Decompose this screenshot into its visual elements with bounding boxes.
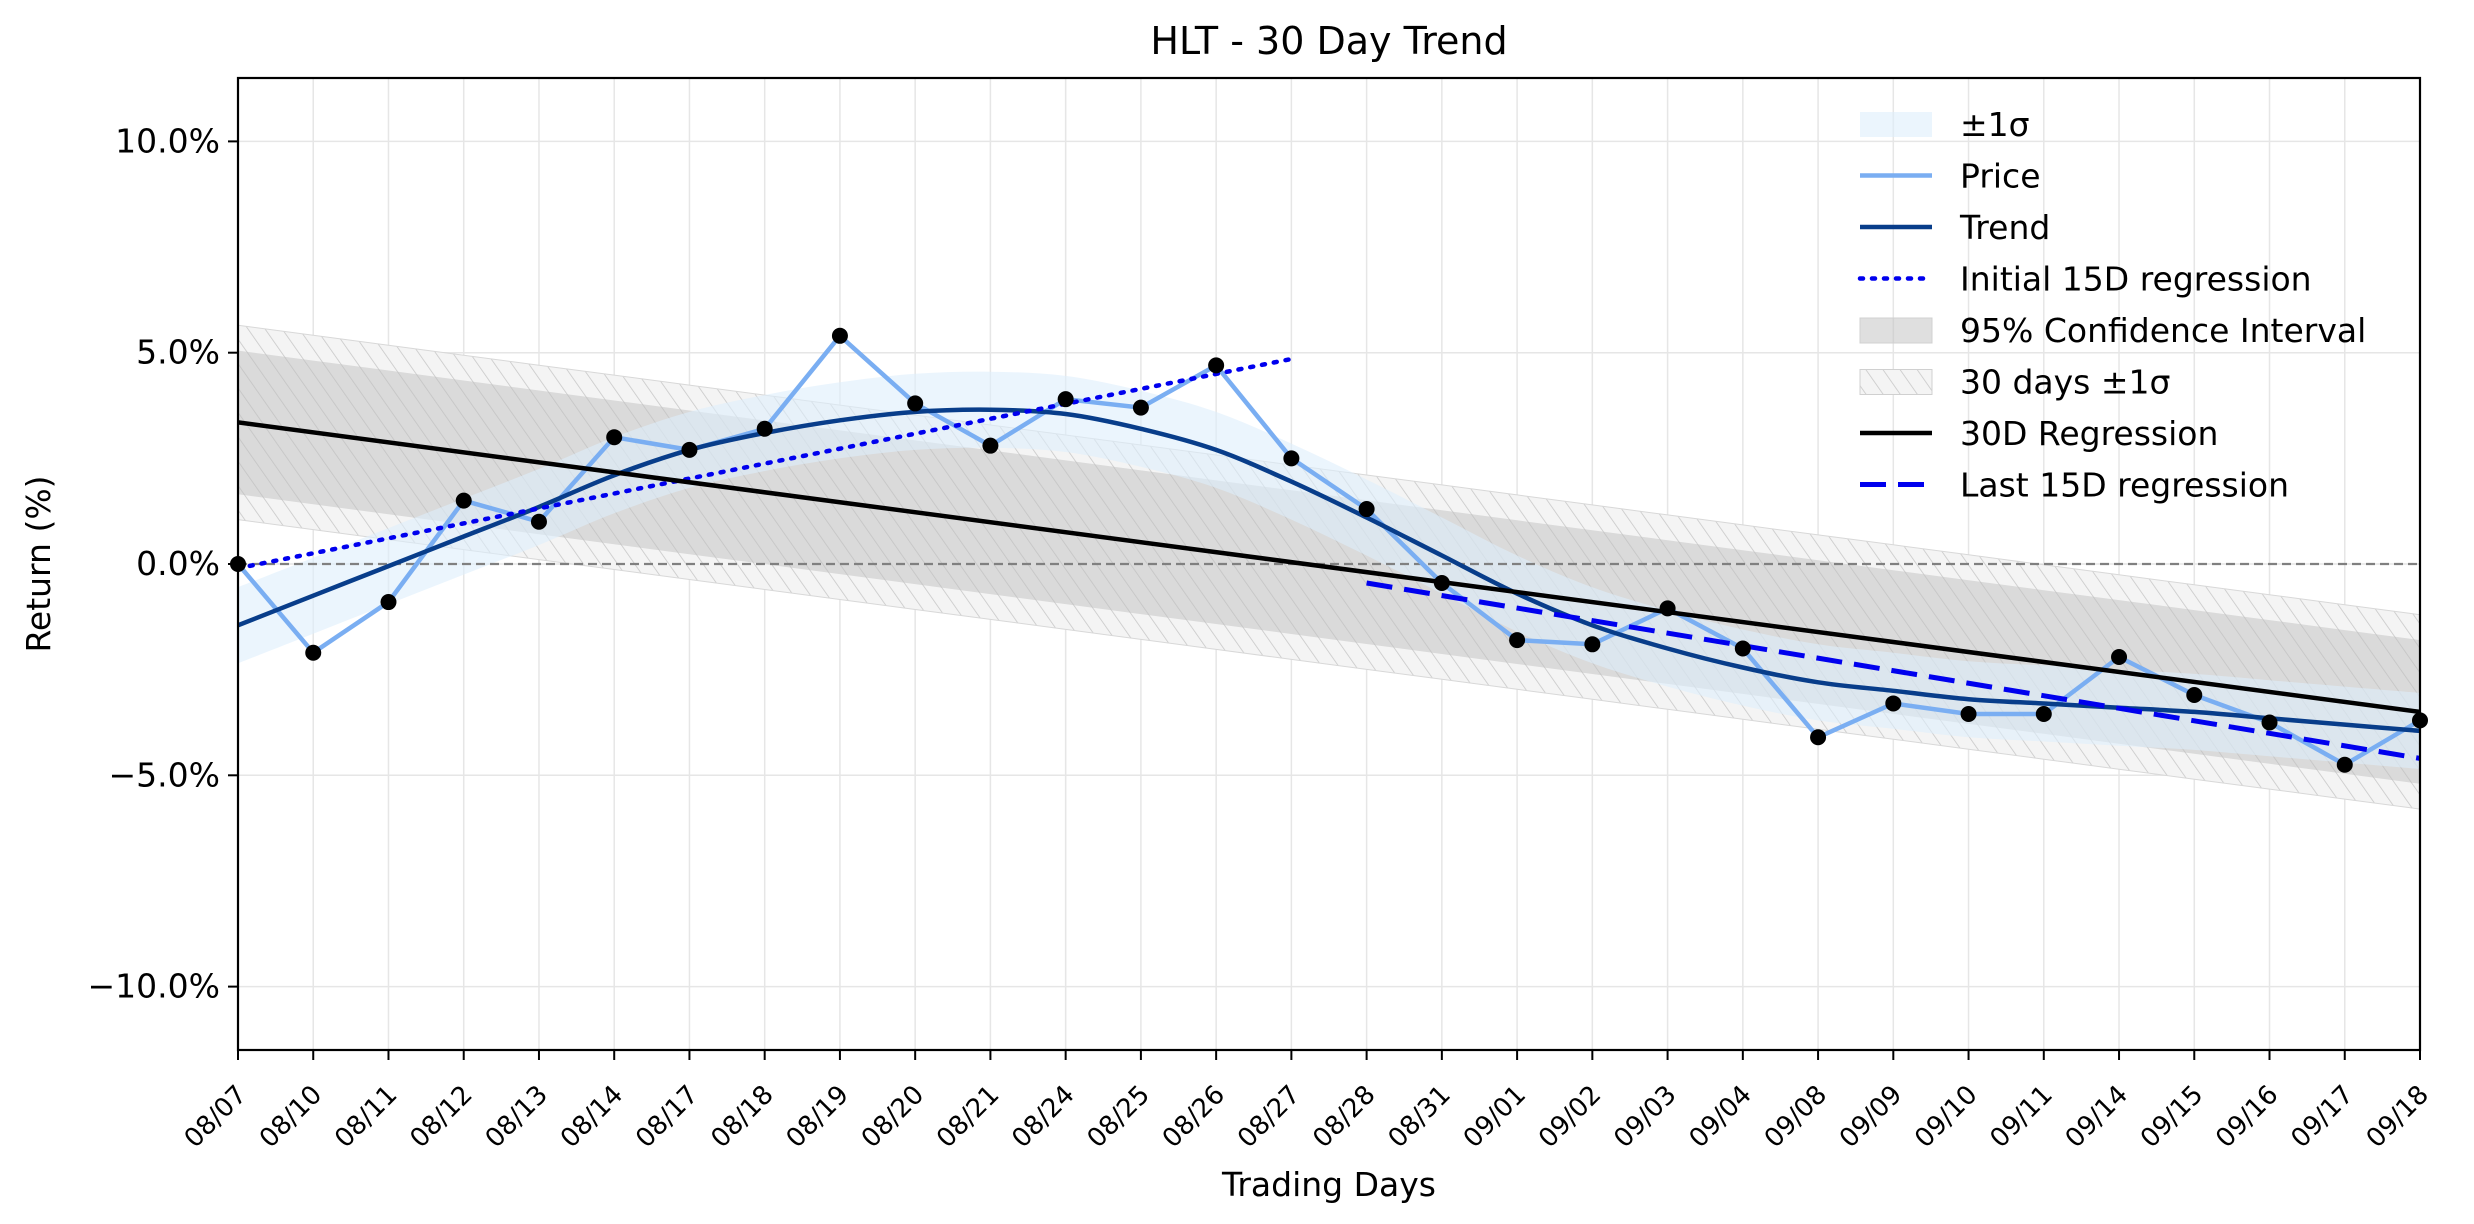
x-tick-label: 09/02 bbox=[1533, 1080, 1607, 1154]
price-point bbox=[606, 429, 623, 446]
x-axis-label: Trading Days bbox=[1221, 1165, 1436, 1204]
price-points bbox=[230, 327, 2428, 773]
price-point bbox=[455, 492, 472, 509]
legend-label: 95% Confidence Interval bbox=[1960, 311, 2366, 350]
legend: ±1σ Price Trend Initial 15D regression 95% C… bbox=[1857, 105, 2366, 505]
x-tick-label: 08/10 bbox=[254, 1080, 328, 1154]
x-tick-label: 09/11 bbox=[1985, 1080, 2059, 1154]
price-point bbox=[1885, 695, 1902, 712]
x-tick-label: 08/17 bbox=[630, 1080, 704, 1154]
series-line-last-15d-regression bbox=[1366, 580, 2420, 761]
chart-title: HLT - 30 Day Trend bbox=[1150, 19, 1507, 63]
x-tick-label: 08/31 bbox=[1383, 1080, 1457, 1154]
price-point bbox=[380, 594, 397, 611]
series-line-initial-15d-regression bbox=[238, 356, 1294, 571]
price-point bbox=[1584, 636, 1601, 653]
price-point bbox=[1132, 399, 1149, 416]
price-point bbox=[1659, 600, 1676, 617]
x-tick-label: 08/28 bbox=[1307, 1080, 1381, 1154]
legend-label: Price bbox=[1960, 157, 2041, 196]
x-tick-label: 08/14 bbox=[555, 1080, 629, 1154]
x-tick-label: 09/03 bbox=[1608, 1080, 1682, 1154]
x-tick-label: 09/16 bbox=[2210, 1080, 2284, 1154]
y-tick-label: −5.0% bbox=[109, 755, 221, 794]
legend-swatch bbox=[1859, 369, 1933, 395]
price-point bbox=[2336, 756, 2353, 773]
x-tick-label: 09/08 bbox=[1759, 1080, 1833, 1154]
price-point bbox=[1057, 391, 1074, 408]
x-tick-label: 08/11 bbox=[329, 1080, 403, 1154]
x-tick-label: 08/19 bbox=[781, 1080, 855, 1154]
x-tick-label: 08/27 bbox=[1232, 1080, 1306, 1154]
y-tick-label: 5.0% bbox=[136, 333, 220, 372]
x-axis-ticks: 08/07 08/10 08/11 08/12 08/13 08/14 08/17 08/18… bbox=[179, 1050, 2435, 1154]
x-tick-label: 09/18 bbox=[2361, 1080, 2435, 1154]
x-tick-label: 08/18 bbox=[705, 1080, 779, 1154]
x-tick-label: 09/04 bbox=[1684, 1080, 1758, 1154]
price-point bbox=[1810, 729, 1827, 746]
series-line-30d-regression bbox=[238, 420, 2420, 715]
price-point bbox=[530, 513, 547, 530]
legend-label: ±1σ bbox=[1960, 105, 2030, 144]
price-point bbox=[2035, 706, 2052, 723]
x-tick-label: 08/24 bbox=[1006, 1080, 1080, 1154]
x-tick-label: 08/12 bbox=[404, 1080, 478, 1154]
price-point bbox=[305, 644, 322, 661]
y-tick-label: −10.0% bbox=[88, 967, 220, 1006]
x-tick-label: 09/14 bbox=[2060, 1080, 2134, 1154]
y-tick-label: 10.0% bbox=[115, 121, 220, 160]
series-lines bbox=[238, 333, 2420, 767]
legend-label: Last 15D regression bbox=[1960, 466, 2289, 505]
legend-label: 30 days ±1σ bbox=[1960, 363, 2170, 402]
x-tick-label: 08/13 bbox=[480, 1080, 554, 1154]
price-point bbox=[681, 441, 698, 458]
x-tick-label: 09/01 bbox=[1458, 1080, 1532, 1154]
price-point bbox=[756, 420, 773, 437]
x-tick-label: 08/20 bbox=[856, 1080, 930, 1154]
x-tick-label: 08/26 bbox=[1157, 1080, 1231, 1154]
price-point bbox=[2186, 687, 2203, 704]
legend-label: Initial 15D regression bbox=[1960, 260, 2312, 299]
price-point bbox=[1734, 640, 1751, 657]
y-tick-label: 0.0% bbox=[136, 544, 220, 583]
legend-swatch bbox=[1860, 112, 1932, 137]
y-axis-label: Return (%) bbox=[19, 475, 58, 652]
legend-label: 30D Regression bbox=[1960, 414, 2218, 453]
y-axis-ticks: −10.0% −5.0% 0.0% 5.0% 10.0% bbox=[88, 121, 238, 1006]
legend-label: Trend bbox=[1959, 208, 2050, 247]
series-line-trend bbox=[238, 407, 2420, 734]
price-point bbox=[1433, 575, 1450, 592]
legend-swatch bbox=[1859, 317, 1933, 344]
x-tick-label: 09/10 bbox=[1909, 1080, 1983, 1154]
price-point bbox=[1509, 632, 1526, 649]
x-tick-label: 09/17 bbox=[2286, 1080, 2360, 1154]
x-tick-label: 08/21 bbox=[931, 1080, 1005, 1154]
x-tick-label: 08/25 bbox=[1082, 1080, 1156, 1154]
price-point bbox=[982, 437, 999, 454]
price-point bbox=[2261, 714, 2278, 731]
price-point bbox=[1358, 501, 1375, 518]
x-tick-label: 08/07 bbox=[179, 1080, 253, 1154]
price-point bbox=[831, 327, 848, 344]
x-tick-label: 09/15 bbox=[2135, 1080, 2209, 1154]
price-point bbox=[1960, 706, 1977, 723]
price-point bbox=[1208, 357, 1225, 374]
price-point bbox=[1283, 450, 1300, 467]
price-point bbox=[907, 395, 924, 412]
x-tick-label: 09/09 bbox=[1834, 1080, 1908, 1154]
price-point bbox=[2111, 648, 2128, 665]
